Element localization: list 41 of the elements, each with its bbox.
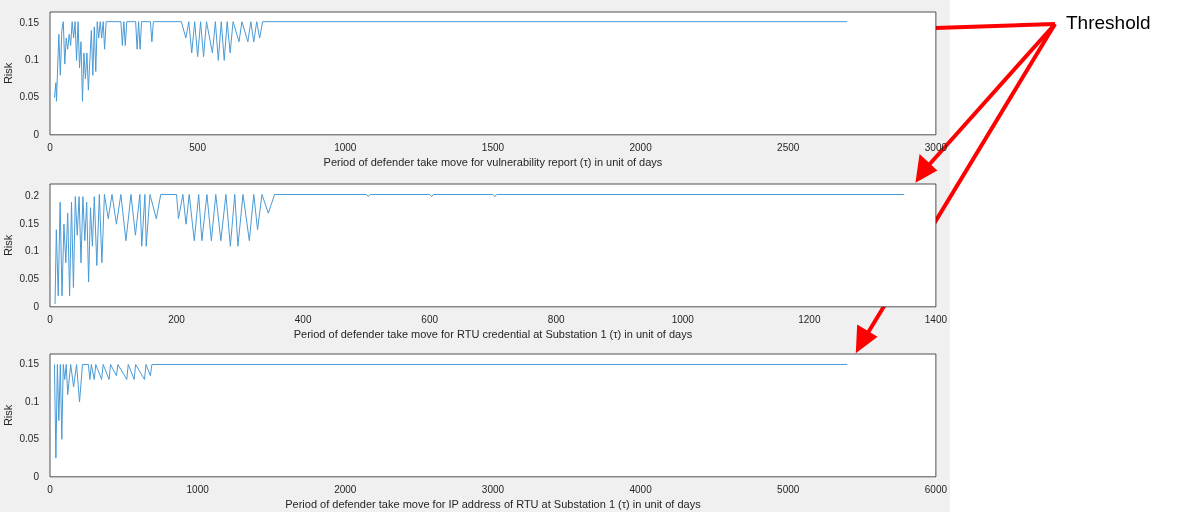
x-tick-label: 600 — [421, 313, 439, 325]
x-tick-label: 3000 — [481, 483, 505, 495]
y-tick-label: 0.1 — [25, 54, 40, 66]
x-tick-label: 1000 — [186, 483, 210, 495]
y-tick-label: 0 — [33, 128, 40, 140]
y-tick-label: 0 — [33, 300, 40, 312]
y-tick-label: 0.15 — [19, 16, 40, 28]
y-tick-label: 0.1 — [25, 245, 40, 257]
y-tick-label: 0.1 — [25, 395, 40, 407]
y-tick-label: 0 — [33, 470, 40, 482]
x-tick-label: 1000 — [671, 313, 695, 325]
x-axis-title: Period of defender take move for IP address of RTU at Substation 1 (τ) in unit of days — [285, 498, 702, 511]
x-tick-label: 500 — [189, 141, 207, 153]
x-tick-label: 2500 — [777, 141, 800, 153]
y-tick-label: 0.05 — [19, 91, 40, 103]
x-tick-label: 1200 — [798, 313, 821, 325]
y-tick-label: 0.05 — [19, 273, 40, 285]
x-tick-label: 0 — [47, 141, 54, 153]
x-tick-label: 4000 — [629, 483, 653, 495]
y-axis-title: Risk — [1, 234, 14, 257]
x-tick-label: 5000 — [777, 483, 800, 495]
y-tick-label: 0.15 — [19, 358, 40, 370]
x-tick-label: 2000 — [334, 483, 357, 495]
y-axis-title: Risk — [1, 404, 14, 427]
x-tick-label: 0 — [47, 483, 54, 495]
text: Threshold — [1066, 12, 1151, 34]
x-tick-label: 800 — [547, 313, 565, 325]
y-axis-title: Risk — [1, 62, 14, 85]
x-tick-label: 400 — [294, 313, 312, 325]
x-tick-label: 2000 — [629, 141, 653, 153]
x-tick-label: 0 — [47, 313, 54, 325]
x-tick-label: 1000 — [334, 141, 357, 153]
x-tick-label: 6000 — [924, 483, 948, 495]
x-tick-label: 1400 — [924, 313, 948, 325]
y-tick-label: 0.05 — [19, 433, 40, 445]
x-tick-label: 200 — [168, 313, 186, 325]
x-axis-title: Period of defender take move for vulnerability report (τ) in unit of days — [323, 156, 663, 169]
y-tick-label: 0.2 — [25, 190, 40, 202]
x-axis-title: Period of defender take move for RTU credential at Substation 1 (τ) in unit of days — [293, 328, 693, 341]
x-tick-label: 1500 — [481, 141, 505, 153]
y-tick-label: 0.15 — [19, 217, 40, 229]
